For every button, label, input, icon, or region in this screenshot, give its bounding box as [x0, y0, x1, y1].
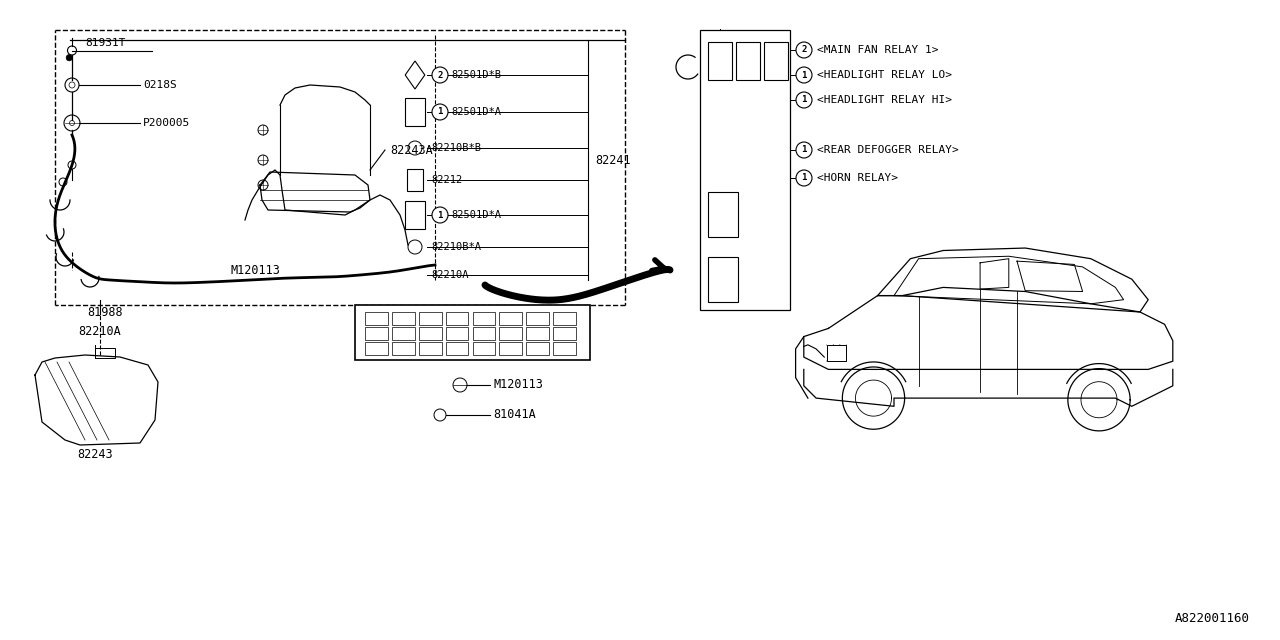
Bar [708, 257, 739, 302]
Text: 1: 1 [801, 145, 806, 154]
Text: 82243: 82243 [77, 449, 113, 461]
Circle shape [69, 120, 74, 125]
Bar [472, 327, 495, 340]
Text: <HEADLIGHT RELAY LO>: <HEADLIGHT RELAY LO> [817, 70, 952, 80]
Text: <HEADLIGHT RELAY HI>: <HEADLIGHT RELAY HI> [817, 95, 952, 105]
Circle shape [69, 82, 76, 88]
Text: 82210B*A: 82210B*A [431, 242, 481, 252]
Circle shape [796, 170, 812, 186]
Circle shape [65, 78, 79, 92]
Circle shape [796, 142, 812, 158]
Circle shape [68, 161, 76, 169]
Bar [445, 327, 468, 340]
Text: 1: 1 [801, 95, 806, 104]
Bar [526, 327, 549, 340]
Circle shape [408, 141, 422, 155]
Text: <HORN RELAY>: <HORN RELAY> [817, 173, 899, 183]
Bar [419, 327, 442, 340]
Circle shape [433, 67, 448, 83]
Bar [526, 342, 549, 355]
Bar [708, 42, 732, 80]
Bar [736, 42, 760, 80]
Circle shape [259, 125, 268, 135]
Circle shape [68, 46, 77, 55]
Text: 82501D*A: 82501D*A [451, 210, 500, 220]
Bar [708, 192, 739, 237]
Bar [553, 312, 576, 325]
Polygon shape [406, 61, 425, 89]
Circle shape [259, 180, 268, 190]
Bar [392, 327, 415, 340]
Text: 1: 1 [801, 70, 806, 79]
Bar [365, 312, 388, 325]
Circle shape [408, 240, 422, 254]
Circle shape [434, 409, 445, 421]
Text: 0218S: 0218S [143, 80, 177, 90]
Bar [764, 42, 788, 80]
Text: 81988: 81988 [87, 305, 123, 319]
Bar [392, 342, 415, 355]
Text: A822001160: A822001160 [1175, 612, 1251, 625]
Circle shape [67, 54, 73, 61]
Bar [407, 169, 422, 191]
Bar [553, 327, 576, 340]
Text: 82210A: 82210A [431, 270, 468, 280]
Bar [365, 342, 388, 355]
Bar [827, 345, 846, 361]
Bar [392, 312, 415, 325]
Circle shape [796, 42, 812, 58]
Bar [499, 342, 522, 355]
Text: 1: 1 [438, 211, 443, 220]
Bar [472, 342, 495, 355]
Text: <REAR DEFOGGER RELAY>: <REAR DEFOGGER RELAY> [817, 145, 959, 155]
Text: 82501D*A: 82501D*A [451, 107, 500, 117]
Bar [499, 312, 522, 325]
Text: 2: 2 [801, 45, 806, 54]
Bar [499, 327, 522, 340]
Text: 1: 1 [438, 108, 443, 116]
Text: M120113: M120113 [230, 264, 280, 276]
Circle shape [64, 115, 79, 131]
Circle shape [796, 92, 812, 108]
Bar [365, 327, 388, 340]
Text: 82212: 82212 [431, 175, 462, 185]
Bar [419, 312, 442, 325]
Circle shape [453, 378, 467, 392]
Text: 82210A: 82210A [78, 325, 122, 338]
Circle shape [59, 178, 67, 186]
Bar [404, 98, 425, 126]
Text: <MAIN FAN RELAY 1>: <MAIN FAN RELAY 1> [817, 45, 938, 55]
Bar [445, 342, 468, 355]
Bar [95, 348, 115, 358]
Text: 82501D*B: 82501D*B [451, 70, 500, 80]
Circle shape [259, 155, 268, 165]
Bar [472, 312, 495, 325]
Bar [419, 342, 442, 355]
Text: 82243A: 82243A [390, 143, 433, 157]
Bar [526, 312, 549, 325]
Bar [404, 201, 425, 229]
Text: 1: 1 [801, 173, 806, 182]
Bar [445, 312, 468, 325]
Bar [355, 305, 590, 360]
Text: P200005: P200005 [143, 118, 191, 128]
Text: 81041A: 81041A [493, 408, 536, 422]
Bar [553, 342, 576, 355]
Text: M120113: M120113 [493, 378, 543, 392]
Circle shape [433, 104, 448, 120]
Text: 81931T: 81931T [84, 38, 125, 48]
Bar [700, 30, 790, 310]
Circle shape [433, 207, 448, 223]
Circle shape [796, 67, 812, 83]
Text: 82241: 82241 [595, 154, 631, 166]
Text: 82210B*B: 82210B*B [431, 143, 481, 153]
Text: 2: 2 [438, 70, 443, 79]
